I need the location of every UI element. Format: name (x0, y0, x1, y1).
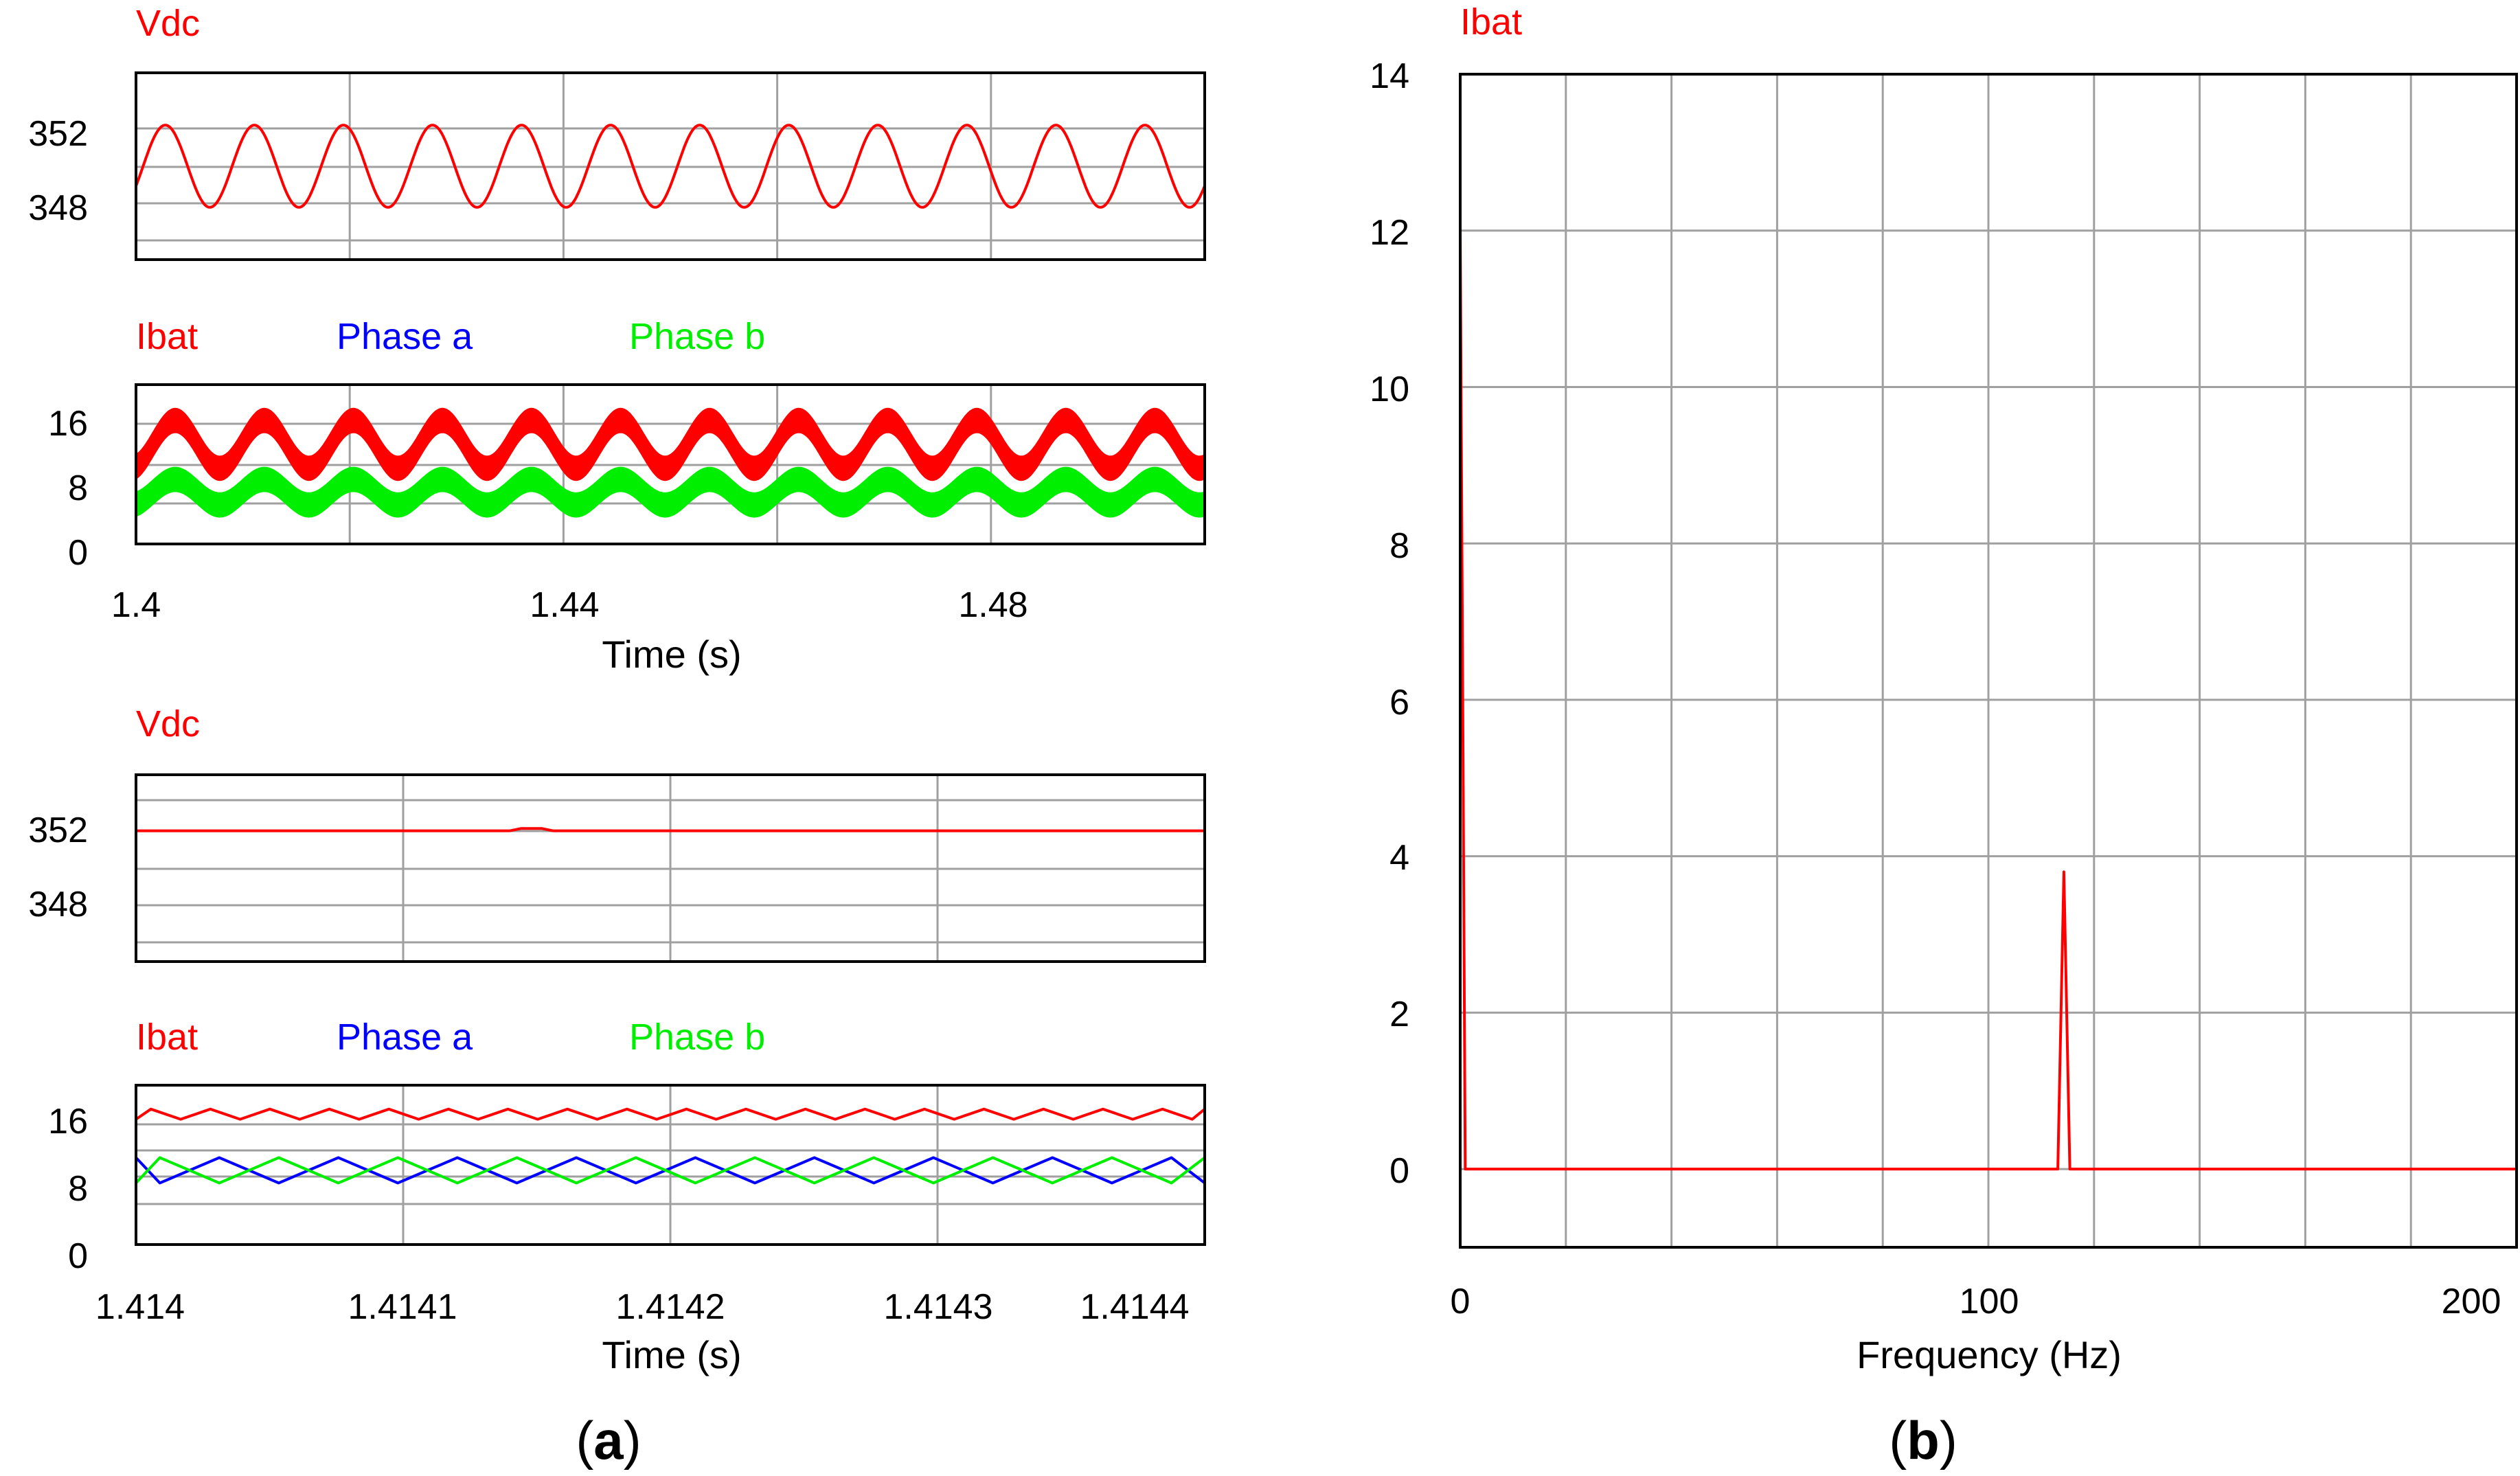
b-ytick: 2 (1389, 995, 1409, 1034)
a1-title: Vdc (136, 3, 200, 44)
panel-a2: Ibat Phase a Phase b 16 8 0 1.4 1.44 1.4… (48, 316, 1206, 676)
b-xlabel: Frequency (Hz) (1857, 1333, 2122, 1376)
a1-series-vdc-line (135, 124, 1206, 209)
a1-frame (135, 71, 1206, 261)
a4-ytick: 0 (68, 1236, 88, 1276)
b-series-ibat-line (1459, 230, 2517, 1171)
caption-b: (b) (1889, 1410, 1957, 1471)
a4-xtick: 1.4142 (615, 1287, 725, 1327)
a4-xtick: 1.4141 (348, 1287, 457, 1327)
b-ytick: 14 (1370, 56, 1409, 96)
a2-legend-ibat: Ibat (136, 316, 198, 357)
b-ytick: 4 (1389, 838, 1409, 878)
a3-ytick: 348 (28, 885, 88, 924)
a3-grid (136, 775, 1205, 962)
b-ytick: 8 (1389, 526, 1409, 566)
a4-ytick: 16 (48, 1102, 88, 1142)
a3-marks (136, 827, 1205, 832)
a1-marks (135, 124, 1206, 209)
b-frame (1459, 73, 2518, 1249)
a4-ytick: 8 (68, 1169, 88, 1209)
a1-ytick: 348 (28, 188, 88, 228)
caption-a: (a) (576, 1410, 641, 1471)
caption-a-letter: a (593, 1410, 624, 1471)
panel-a4: Ibat Phase a Phase b 16 8 0 1.414 1.4141… (48, 1017, 1206, 1376)
b-ytick: 0 (1389, 1151, 1409, 1191)
b-ytick: 10 (1370, 370, 1409, 409)
a2-xtick: 1.44 (530, 585, 599, 625)
a2-legend-phase-b: Phase b (629, 316, 765, 357)
a2-ytick: 16 (48, 404, 88, 444)
a3-title: Vdc (136, 703, 200, 745)
a2-xlabel: Time (s) (602, 633, 741, 676)
a4-xtick: 1.414 (95, 1287, 185, 1327)
a2-xtick: 1.48 (958, 585, 1028, 625)
a2-xtick: 1.4 (111, 585, 161, 625)
a4-marks (135, 1107, 1206, 1185)
a2-ytick: 0 (68, 533, 88, 573)
a2-legend-phase-a: Phase a (337, 316, 473, 357)
a4-xlabel: Time (s) (602, 1333, 741, 1376)
a4-frame (135, 1084, 1206, 1246)
b-title: Ibat (1460, 1, 1522, 43)
a4-series-phase-b-line (135, 1156, 1206, 1185)
a3-frame (135, 773, 1206, 963)
a4-xtick: 1.4144 (1080, 1287, 1189, 1327)
b-ytick: 6 (1389, 683, 1409, 723)
a4-legend-ibat: Ibat (136, 1017, 198, 1058)
a1-grid (136, 73, 1205, 260)
a4-legend-phase-a: Phase a (337, 1017, 473, 1058)
a3-ytick: 352 (28, 810, 88, 850)
a1-ytick: 352 (28, 114, 88, 154)
panel-a1: Vdc 352 348 (28, 3, 1206, 261)
b-grid (1460, 73, 2517, 1247)
b-marks (1459, 230, 2517, 1171)
b-ytick: 12 (1370, 213, 1409, 253)
b-xtick: 200 (2442, 1282, 2501, 1321)
a4-xtick: 1.4143 (883, 1287, 992, 1327)
a4-legend-phase-b: Phase b (629, 1017, 765, 1058)
a4-series-ibat-line (135, 1107, 1206, 1121)
a3-series-vdc-line (136, 827, 1205, 832)
a4-grid (136, 1085, 1205, 1245)
caption-b-letter: b (1907, 1410, 1940, 1471)
a2-ytick: 8 (68, 468, 88, 508)
panel-b: Ibat 14 12 10 8 6 4 2 0 0 100 200 Freque… (1370, 1, 2518, 1376)
a2-series-ibat-band (135, 407, 1205, 481)
panel-a3: Vdc 352 348 (28, 703, 1206, 963)
a2-frame (135, 383, 1206, 545)
b-xtick: 0 (1451, 1282, 1471, 1321)
b-xtick: 100 (1960, 1282, 2019, 1321)
